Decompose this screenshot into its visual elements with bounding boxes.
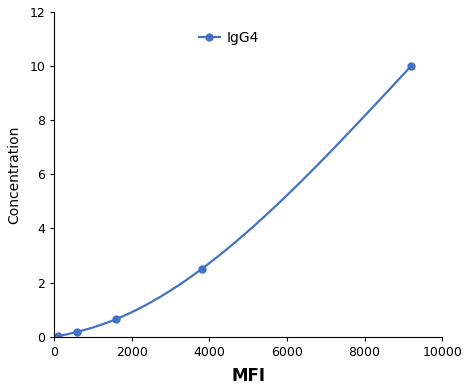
Legend: IgG4: IgG4 (193, 25, 265, 51)
Y-axis label: Concentration: Concentration (7, 125, 21, 223)
X-axis label: MFI: MFI (231, 367, 265, 385)
